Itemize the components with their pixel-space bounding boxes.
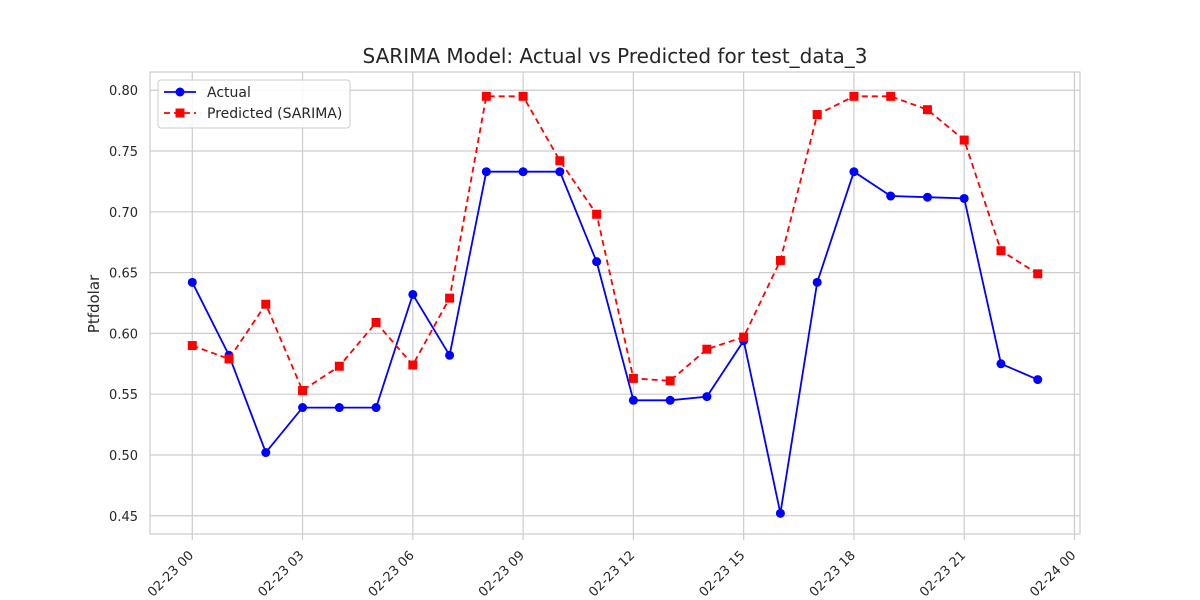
data-point <box>555 156 565 166</box>
tick-labels: 0.45 0.50 0.55 0.60 0.65 0.70 0.75 0.80 02-23 00… <box>109 84 1079 600</box>
data-point <box>371 403 381 413</box>
data-point <box>555 167 565 177</box>
data-point <box>224 354 234 364</box>
legend-box <box>157 79 351 129</box>
data-point <box>812 277 822 287</box>
series-actual <box>187 167 1043 518</box>
data-point <box>481 91 491 101</box>
data-point <box>1033 269 1043 279</box>
data-point <box>628 395 638 405</box>
data-point <box>702 344 712 354</box>
grid <box>149 71 1081 540</box>
data-point <box>702 392 712 402</box>
y-tick-label: 0.55 <box>109 388 138 403</box>
data-point <box>481 167 491 177</box>
data-point <box>187 341 197 351</box>
data-point <box>261 448 271 458</box>
data-point <box>628 373 638 383</box>
series-predicted <box>187 91 1043 396</box>
data-point <box>1033 375 1043 385</box>
data-point <box>922 105 932 115</box>
x-tick-label: 02-23 06 <box>366 548 418 600</box>
y-tick-label: 0.50 <box>109 449 138 464</box>
data-point <box>187 277 197 287</box>
data-point <box>849 167 859 177</box>
data-point <box>298 386 308 396</box>
y-tick-label: 0.70 <box>109 206 138 221</box>
data-point <box>775 508 785 518</box>
series-line <box>191 95 1039 392</box>
plot-area-border <box>149 71 1081 535</box>
x-tick-label: 02-23 00 <box>145 548 197 600</box>
data-point <box>408 289 418 299</box>
y-tick-label: 0.45 <box>109 510 138 525</box>
data-point <box>518 167 528 177</box>
data-point <box>996 359 1006 369</box>
y-tick-label: 0.80 <box>109 84 138 99</box>
legend: Actual Predicted (SARIMA) <box>157 79 351 129</box>
x-tick-label: 02-23 21 <box>917 548 969 600</box>
legend-label: Actual <box>207 85 251 101</box>
data-point <box>959 135 969 145</box>
data-point <box>959 193 969 203</box>
y-tick-label: 0.75 <box>109 145 138 160</box>
data-point <box>592 209 602 219</box>
x-tick-label: 02-23 03 <box>255 548 307 600</box>
y-tick-label: 0.60 <box>109 327 138 342</box>
data-point <box>298 403 308 413</box>
series-line <box>191 170 1039 514</box>
legend-label: Predicted (SARIMA) <box>207 106 342 122</box>
data-point <box>445 350 455 360</box>
x-tick-label: 02-23 18 <box>807 548 859 600</box>
data-point <box>592 257 602 267</box>
data-point <box>996 246 1006 256</box>
x-tick-label: 02-23 15 <box>697 548 749 600</box>
data-point <box>445 293 455 303</box>
y-tick-label: 0.65 <box>109 267 138 282</box>
data-point <box>518 91 528 101</box>
data-point <box>812 110 822 120</box>
data-point <box>371 317 381 327</box>
data-point <box>408 360 418 370</box>
data-point <box>665 376 675 386</box>
data-point <box>739 332 749 342</box>
legend-marker <box>175 108 185 118</box>
legend-marker <box>175 87 185 97</box>
series-layer <box>187 91 1043 518</box>
legend-item: Actual <box>164 85 251 101</box>
data-point <box>334 403 344 413</box>
data-point <box>665 395 675 405</box>
data-point <box>334 361 344 371</box>
legend-item: Predicted (SARIMA) <box>164 106 342 122</box>
data-point <box>922 192 932 202</box>
chart-title: SARIMA Model: Actual vs Predicted for te… <box>363 44 868 68</box>
data-point <box>886 91 896 101</box>
y-axis-label: Ptfdolar <box>85 274 103 333</box>
data-point <box>886 191 896 201</box>
data-point <box>849 91 859 101</box>
x-tick-label: 02-24 00 <box>1027 548 1079 600</box>
x-tick-label: 02-23 09 <box>476 548 528 600</box>
x-tick-label: 02-23 12 <box>586 548 638 600</box>
data-point <box>261 299 271 309</box>
data-point <box>775 255 785 265</box>
